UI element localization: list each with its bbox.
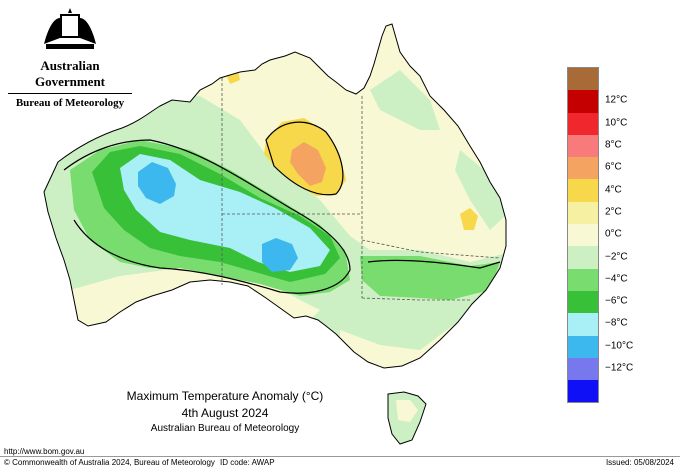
anomaly-zone-plus2-east — [460, 208, 478, 230]
anomaly-zone-minus10-west — [138, 162, 176, 204]
colour-legend: 12°C 10°C 8°C 6°C 4°C 2°C 0°C −2°C −4°C −6°C −8°C −… — [567, 67, 633, 404]
australia-coastline — [43, 23, 507, 369]
legend-swatch — [568, 268, 598, 291]
map-title: Maximum Temperature Anomaly (°C) — [126, 389, 324, 403]
legend-label: −8°C — [605, 317, 628, 329]
legend-label: −10°C — [605, 340, 634, 352]
legend-swatch — [568, 380, 598, 403]
tasmania-inner — [396, 400, 418, 422]
legend-colour-bar — [567, 67, 599, 404]
legend-swatch — [568, 201, 598, 225]
legend-label: −2°C — [605, 251, 628, 263]
government-logo: Australian Government Bureau of Meteorol… — [8, 8, 132, 109]
footer-divider — [0, 456, 680, 457]
id-code: ID code: AWAP — [220, 458, 275, 467]
legend-label: 12°C — [605, 94, 628, 106]
state-borders — [221, 78, 501, 301]
copyright-text: © Commonwealth of Australia 2024, Bureau… — [4, 458, 215, 467]
legend-swatch — [568, 134, 598, 158]
anomaly-zone-minus10-south — [262, 238, 298, 272]
legend-swatch — [568, 112, 598, 135]
map-date: 4th August 2024 — [181, 406, 269, 420]
legend-swatch — [568, 357, 598, 381]
legend-swatch — [568, 179, 598, 202]
legend-label: 8°C — [605, 139, 622, 151]
anomaly-zone-minus4-east — [360, 256, 500, 300]
legend-label: −4°C — [605, 273, 628, 285]
legend-swatch — [568, 157, 598, 180]
legend-swatch — [568, 68, 598, 91]
government-name: Australian Government — [34, 58, 106, 89]
anomaly-zone-minus2-queensland — [455, 150, 506, 230]
legend-swatch — [568, 335, 598, 358]
legend-label: 0°C — [605, 228, 622, 240]
anomaly-zone-plus4 — [290, 142, 326, 186]
legend-swatch — [568, 224, 598, 247]
anomaly-zone-minus2-north — [370, 70, 440, 130]
map-organisation: Australian Bureau of Meteorology — [150, 423, 300, 434]
legend-swatch — [568, 246, 598, 269]
legend-swatch — [568, 90, 598, 113]
logo-divider — [8, 93, 132, 94]
legend-label: −12°C — [605, 362, 634, 374]
legend-label: −6°C — [605, 295, 628, 307]
legend-label: 4°C — [605, 184, 622, 196]
legend-swatch — [568, 313, 598, 336]
legend-swatch — [568, 290, 598, 314]
map-titles: Maximum Temperature Anomaly (°C) 4th Aug… — [100, 389, 350, 434]
anomaly-contours — [63, 121, 501, 294]
bureau-name: Bureau of Meteorology — [15, 97, 125, 109]
website-url: http://www.bom.gov.au — [4, 447, 85, 456]
issued-date: Issued: 05/08/2024 — [605, 458, 674, 467]
coat-of-arms-icon — [44, 8, 96, 49]
legend-label: 2°C — [605, 206, 622, 218]
legend-label: 6°C — [605, 161, 622, 173]
legend-label: 10°C — [605, 117, 628, 129]
